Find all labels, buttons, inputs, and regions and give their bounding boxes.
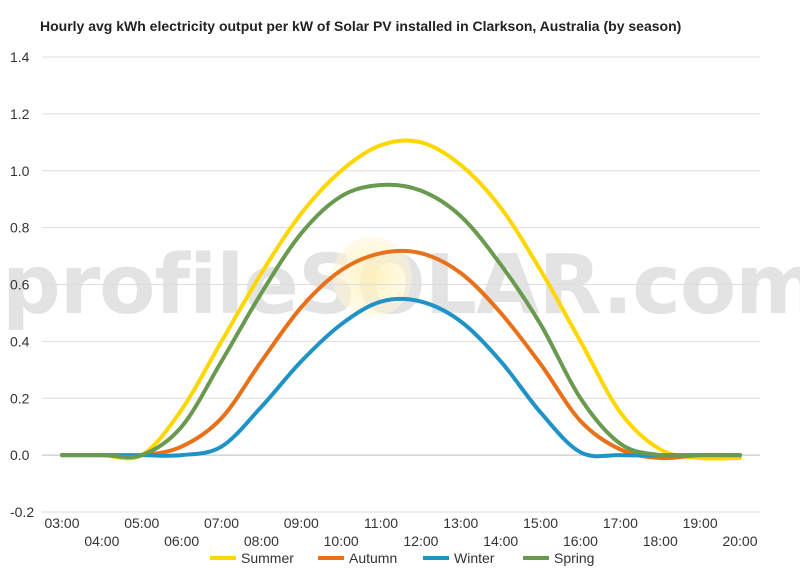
sun-logo-icon — [332, 237, 412, 317]
x-tick-label: 14:00 — [483, 533, 518, 549]
grid — [42, 56, 760, 513]
y-tick-label: 0.4 — [10, 333, 30, 349]
series-lines — [60, 138, 742, 461]
x-tick-label: 17:00 — [603, 515, 638, 531]
x-axis: 03:00 04:00 05:00 06:00 07:00 08:00 09:00 10:00… — [44, 515, 757, 549]
legend: Summer Autumn Winter Spring — [210, 550, 594, 566]
y-tick-label: -0.2 — [10, 504, 34, 520]
x-tick-label: 07:00 — [204, 515, 239, 531]
legend-item-winter: Winter — [423, 550, 495, 566]
chart-title: Hourly avg kWh electricity output per kW… — [40, 18, 682, 34]
y-axis: -0.2 0.0 0.2 0.4 0.6 0.8 1.0 1.2 1.4 — [10, 49, 34, 520]
y-tick-label: 1.2 — [10, 106, 30, 122]
y-tick-label: 0.0 — [10, 447, 30, 463]
y-tick-label: 1.4 — [10, 49, 30, 65]
x-tick-label: 16:00 — [563, 533, 598, 549]
legend-item-summer: Summer — [210, 550, 294, 566]
x-tick-label: 12:00 — [403, 533, 438, 549]
y-tick-label: 0.6 — [10, 277, 30, 293]
x-tick-label: 04:00 — [84, 533, 119, 549]
x-tick-label: 11:00 — [364, 515, 398, 531]
x-tick-label: 19:00 — [683, 515, 718, 531]
x-tick-label: 06:00 — [164, 533, 199, 549]
y-tick-label: 0.8 — [10, 220, 30, 236]
x-tick-label: 05:00 — [124, 515, 159, 531]
x-tick-label: 18:00 — [643, 533, 678, 549]
x-tick-label: 20:00 — [722, 533, 757, 549]
y-tick-label: 1.0 — [10, 163, 30, 179]
x-tick-label: 15:00 — [523, 515, 558, 531]
series-line-spring — [60, 182, 742, 460]
legend-label: Summer — [241, 550, 294, 566]
x-tick-label: 08:00 — [244, 533, 279, 549]
legend-label: Spring — [554, 550, 594, 566]
series-line-autumn — [60, 248, 742, 461]
legend-item-autumn: Autumn — [318, 550, 397, 566]
x-tick-label: 03:00 — [44, 515, 79, 531]
legend-label: Winter — [454, 550, 495, 566]
legend-item-spring: Spring — [523, 550, 594, 566]
x-tick-label: 13:00 — [443, 515, 478, 531]
x-tick-label: 09:00 — [284, 515, 319, 531]
legend-label: Autumn — [349, 550, 397, 566]
y-tick-label: 0.2 — [10, 390, 30, 406]
series-line-winter — [60, 296, 742, 459]
series-line-summer — [60, 138, 742, 461]
x-tick-label: 10:00 — [324, 533, 359, 549]
